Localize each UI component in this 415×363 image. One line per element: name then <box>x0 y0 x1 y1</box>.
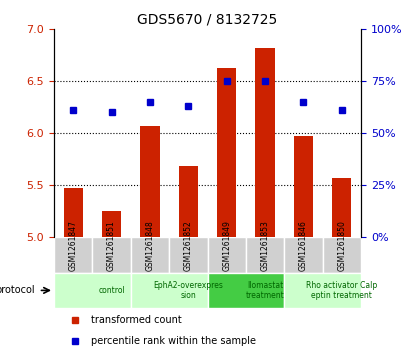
Bar <box>332 178 352 237</box>
FancyBboxPatch shape <box>208 237 246 273</box>
Text: GSM1261851: GSM1261851 <box>107 220 116 271</box>
Text: GSM1261849: GSM1261849 <box>222 220 231 271</box>
FancyBboxPatch shape <box>54 237 93 273</box>
Text: EphA2-overexpres
sion: EphA2-overexpres sion <box>154 281 223 300</box>
Text: GSM1261846: GSM1261846 <box>299 220 308 271</box>
Bar <box>140 126 159 237</box>
Text: control: control <box>98 286 125 295</box>
Text: GSM1261847: GSM1261847 <box>68 220 78 271</box>
FancyBboxPatch shape <box>54 273 131 308</box>
Bar <box>217 68 236 237</box>
FancyBboxPatch shape <box>284 273 361 308</box>
Text: GSM1261853: GSM1261853 <box>261 220 270 271</box>
Bar <box>63 188 83 237</box>
Text: GSM1261848: GSM1261848 <box>145 220 154 271</box>
Title: GDS5670 / 8132725: GDS5670 / 8132725 <box>137 12 278 26</box>
Text: protocol: protocol <box>0 285 35 295</box>
Text: GSM1261852: GSM1261852 <box>184 220 193 271</box>
Bar <box>179 166 198 237</box>
Text: Rho activator Calp
eptin treatment: Rho activator Calp eptin treatment <box>306 281 378 300</box>
FancyBboxPatch shape <box>323 237 361 273</box>
FancyBboxPatch shape <box>246 237 284 273</box>
FancyBboxPatch shape <box>131 237 169 273</box>
Bar <box>102 211 121 237</box>
Text: percentile rank within the sample: percentile rank within the sample <box>91 337 256 347</box>
Text: Ilomastat
treatment: Ilomastat treatment <box>246 281 284 300</box>
Text: transformed count: transformed count <box>91 315 181 325</box>
FancyBboxPatch shape <box>208 273 284 308</box>
FancyBboxPatch shape <box>131 273 208 308</box>
FancyBboxPatch shape <box>169 237 208 273</box>
Bar <box>256 48 275 237</box>
FancyBboxPatch shape <box>284 237 323 273</box>
Text: GSM1261850: GSM1261850 <box>337 220 347 271</box>
Bar <box>294 136 313 237</box>
FancyBboxPatch shape <box>93 237 131 273</box>
